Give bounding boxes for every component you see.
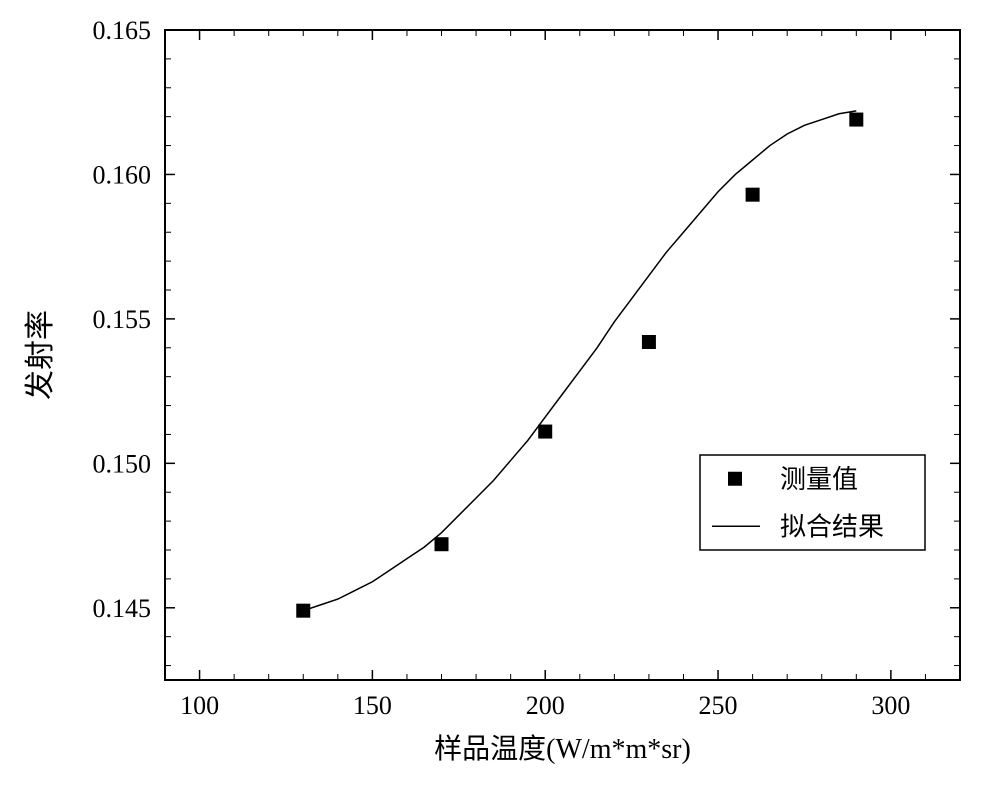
y-tick-label: 0.145 (93, 594, 152, 623)
data-point (539, 425, 552, 438)
x-tick-label: 150 (353, 691, 392, 720)
y-tick-label: 0.160 (93, 160, 152, 189)
x-tick-label: 200 (526, 691, 565, 720)
y-axis-title: 发射率 (24, 310, 57, 400)
legend-marker-icon (728, 472, 742, 486)
x-tick-label: 300 (871, 691, 910, 720)
x-axis-title: 样品温度(W/m*m*sr) (434, 733, 691, 765)
x-tick-label: 100 (180, 691, 219, 720)
data-point (850, 113, 863, 126)
y-tick-label: 0.150 (93, 449, 152, 478)
data-point (642, 336, 655, 349)
y-tick-label: 0.165 (93, 16, 152, 45)
x-tick-label: 250 (699, 691, 738, 720)
data-point (297, 604, 310, 617)
legend-label: 拟合结果 (780, 512, 884, 541)
y-tick-label: 0.155 (93, 305, 152, 334)
plot-border (165, 30, 960, 680)
data-point (746, 188, 759, 201)
legend-label: 测量值 (780, 465, 858, 494)
chart-svg: 100 150 200 250 300 0.145 0.150 0.155 0.160 0.165… (0, 0, 1000, 806)
chart-container: 100 150 200 250 300 0.145 0.150 0.155 0.160 0.165… (0, 0, 1000, 806)
data-point (435, 538, 448, 551)
